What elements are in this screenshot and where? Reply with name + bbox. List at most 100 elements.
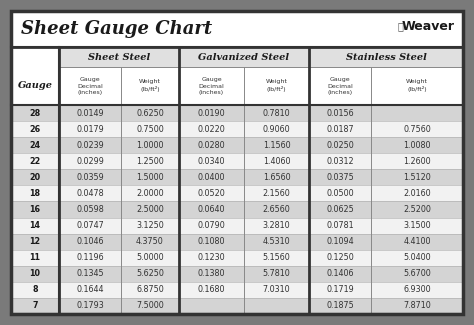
Text: 0.0500: 0.0500: [326, 189, 354, 198]
Text: Stainless Steel: Stainless Steel: [346, 53, 427, 61]
Text: Weight
(lb/ft²): Weight (lb/ft²): [265, 80, 287, 93]
Text: 0.1046: 0.1046: [76, 237, 104, 246]
Text: 7: 7: [32, 302, 38, 310]
Bar: [11, 169, 463, 185]
Text: 0.0156: 0.0156: [326, 109, 354, 118]
Text: 0.0312: 0.0312: [326, 157, 354, 166]
Text: Gauge
Decimal
(inches): Gauge Decimal (inches): [199, 77, 224, 95]
Bar: [11, 121, 463, 137]
Text: Weaver: Weaver: [402, 20, 455, 32]
Text: 0.1680: 0.1680: [198, 285, 225, 294]
Text: 0.7500: 0.7500: [136, 124, 164, 134]
Text: 0.0375: 0.0375: [326, 173, 354, 182]
Text: Sheet Steel: Sheet Steel: [88, 53, 150, 61]
Text: 28: 28: [29, 109, 41, 118]
Text: 6.9300: 6.9300: [403, 285, 431, 294]
Bar: [11, 105, 463, 121]
Text: 0.0239: 0.0239: [76, 141, 104, 150]
Text: 0.0340: 0.0340: [198, 157, 225, 166]
Text: Weight
(lb/ft²): Weight (lb/ft²): [406, 80, 428, 93]
Text: 5.0000: 5.0000: [136, 253, 164, 262]
Text: 1.0000: 1.0000: [136, 141, 164, 150]
Text: 7.0310: 7.0310: [263, 285, 290, 294]
Text: 22: 22: [29, 157, 41, 166]
Text: 0.0520: 0.0520: [198, 189, 225, 198]
Text: 0.0299: 0.0299: [76, 157, 104, 166]
Text: 0.9060: 0.9060: [263, 124, 290, 134]
Text: 10: 10: [29, 269, 40, 278]
Bar: [11, 250, 463, 266]
Bar: [59, 47, 179, 67]
Text: 3.1500: 3.1500: [403, 221, 431, 230]
Text: 26: 26: [29, 124, 41, 134]
Text: 14: 14: [29, 221, 40, 230]
Text: 24: 24: [29, 141, 41, 150]
Text: 0.0190: 0.0190: [198, 109, 225, 118]
Bar: [11, 11, 463, 47]
Text: 0.0790: 0.0790: [198, 221, 225, 230]
Text: 0.0220: 0.0220: [198, 124, 225, 134]
Bar: [11, 47, 463, 105]
Bar: [309, 47, 463, 67]
Text: 5.6250: 5.6250: [136, 269, 164, 278]
Text: 0.7810: 0.7810: [263, 109, 290, 118]
Text: Gauge
Decimal
(inches): Gauge Decimal (inches): [327, 77, 353, 95]
Text: 2.6560: 2.6560: [263, 205, 291, 214]
Text: 🚛: 🚛: [397, 21, 403, 31]
Text: 0.0640: 0.0640: [198, 205, 225, 214]
Text: 5.1560: 5.1560: [263, 253, 291, 262]
Text: 18: 18: [29, 189, 41, 198]
Text: 0.1196: 0.1196: [76, 253, 104, 262]
Text: 1.2600: 1.2600: [403, 157, 431, 166]
Text: 1.0080: 1.0080: [403, 141, 431, 150]
Text: 5.6700: 5.6700: [403, 269, 431, 278]
Text: 0.1080: 0.1080: [198, 237, 225, 246]
Bar: [11, 153, 463, 169]
Text: 4.4100: 4.4100: [403, 237, 431, 246]
Bar: [11, 217, 463, 234]
Text: 3.1250: 3.1250: [136, 221, 164, 230]
Bar: [11, 298, 463, 314]
Text: 0.7560: 0.7560: [403, 124, 431, 134]
Bar: [11, 202, 463, 217]
Text: 0.0179: 0.0179: [76, 124, 104, 134]
Text: 5.7810: 5.7810: [263, 269, 291, 278]
Text: 0.0359: 0.0359: [76, 173, 104, 182]
Text: 5.0400: 5.0400: [403, 253, 431, 262]
Text: 0.1230: 0.1230: [198, 253, 225, 262]
Text: 7.5000: 7.5000: [136, 302, 164, 310]
Text: 0.6250: 0.6250: [136, 109, 164, 118]
Text: Weight
(lb/ft²): Weight (lb/ft²): [139, 80, 161, 93]
Text: Sheet Gauge Chart: Sheet Gauge Chart: [21, 20, 212, 38]
Text: Gauge
Decimal
(inches): Gauge Decimal (inches): [77, 77, 103, 95]
Text: Galvanized Steel: Galvanized Steel: [199, 53, 290, 61]
Text: 1.4060: 1.4060: [263, 157, 290, 166]
Text: 0.1380: 0.1380: [198, 269, 225, 278]
Text: 0.1644: 0.1644: [76, 285, 104, 294]
Text: 2.0160: 2.0160: [403, 189, 431, 198]
Text: 0.1719: 0.1719: [326, 285, 354, 294]
Text: 0.0747: 0.0747: [76, 221, 104, 230]
Text: 0.0250: 0.0250: [326, 141, 354, 150]
Bar: [11, 185, 463, 202]
Text: 1.5000: 1.5000: [136, 173, 164, 182]
Text: 12: 12: [29, 237, 41, 246]
Text: 0.0280: 0.0280: [198, 141, 225, 150]
Text: 0.0625: 0.0625: [326, 205, 354, 214]
Text: 1.5120: 1.5120: [403, 173, 431, 182]
Text: 0.0598: 0.0598: [76, 205, 104, 214]
Text: 3.2810: 3.2810: [263, 221, 290, 230]
Text: 1.6560: 1.6560: [263, 173, 290, 182]
Text: 2.5200: 2.5200: [403, 205, 431, 214]
Text: 2.5000: 2.5000: [136, 205, 164, 214]
Bar: [179, 47, 309, 67]
Text: 0.1793: 0.1793: [76, 302, 104, 310]
Text: Gauge: Gauge: [18, 82, 53, 90]
Text: 1.2500: 1.2500: [136, 157, 164, 166]
Text: 0.1345: 0.1345: [76, 269, 104, 278]
Bar: [11, 266, 463, 282]
Text: 4.5310: 4.5310: [263, 237, 290, 246]
Text: 6.8750: 6.8750: [136, 285, 164, 294]
Text: 0.0187: 0.0187: [326, 124, 354, 134]
Text: 0.0781: 0.0781: [326, 221, 354, 230]
